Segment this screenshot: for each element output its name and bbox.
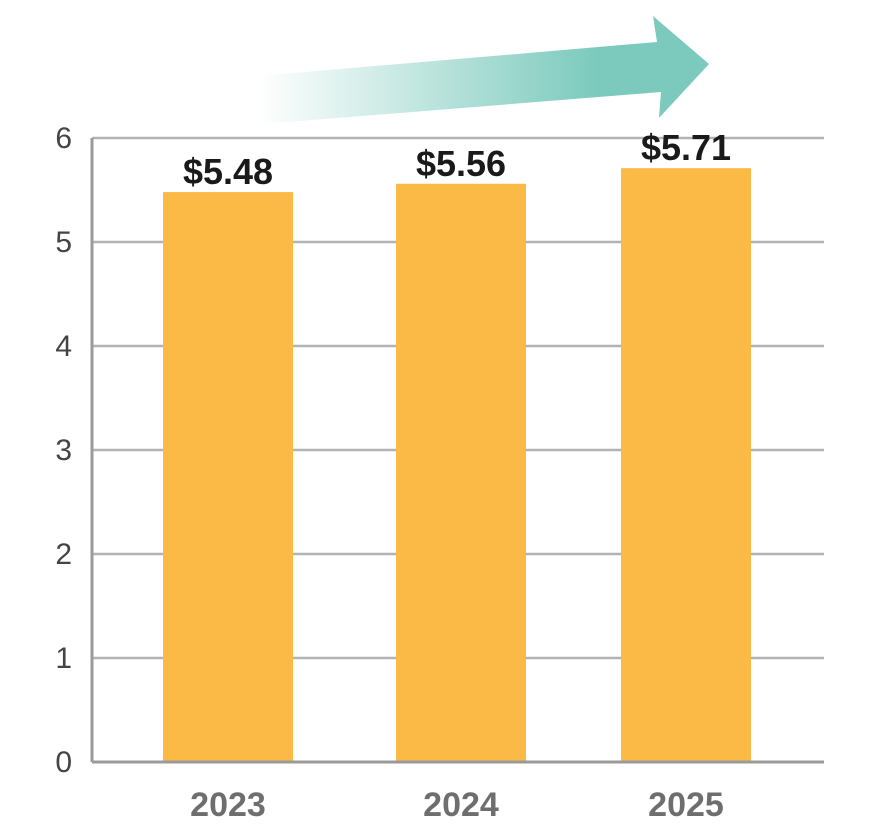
y-tick-label-1: 1 <box>55 642 72 675</box>
trend-arrow-icon <box>258 16 709 124</box>
y-tick-label-0: 0 <box>55 746 72 779</box>
y-tick-label-4: 4 <box>55 330 72 363</box>
axes <box>90 138 824 764</box>
x-tick-label-2024: 2024 <box>423 786 499 824</box>
y-tick-label-3: 3 <box>55 434 72 467</box>
x-tick-label-2023: 2023 <box>190 786 266 824</box>
bar-2025 <box>621 168 751 762</box>
y-tick-label-2: 2 <box>55 538 72 571</box>
data-label-2024: $5.56 <box>416 143 506 184</box>
y-tick-label-5: 5 <box>55 226 72 259</box>
data-label-2023: $5.48 <box>183 151 273 192</box>
data-label-2025: $5.71 <box>641 127 731 168</box>
bar-2024 <box>396 183 526 762</box>
data-labels: $5.48 $5.56 $5.71 <box>183 127 731 192</box>
bar-2023 <box>163 192 293 762</box>
y-tick-label-6: 6 <box>55 122 72 155</box>
x-tick-label-2025: 2025 <box>648 786 724 824</box>
trend-arrow-layer <box>258 16 709 124</box>
bars <box>163 168 751 762</box>
x-tick-labels: 2023 2024 2025 <box>190 786 724 824</box>
y-tick-labels: 0 1 2 3 4 5 6 <box>55 122 72 779</box>
